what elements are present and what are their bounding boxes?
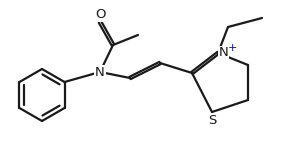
- Text: S: S: [208, 114, 216, 127]
- Text: O: O: [95, 8, 105, 21]
- Text: +: +: [228, 43, 238, 53]
- Text: N: N: [219, 47, 229, 59]
- Text: N: N: [95, 66, 105, 78]
